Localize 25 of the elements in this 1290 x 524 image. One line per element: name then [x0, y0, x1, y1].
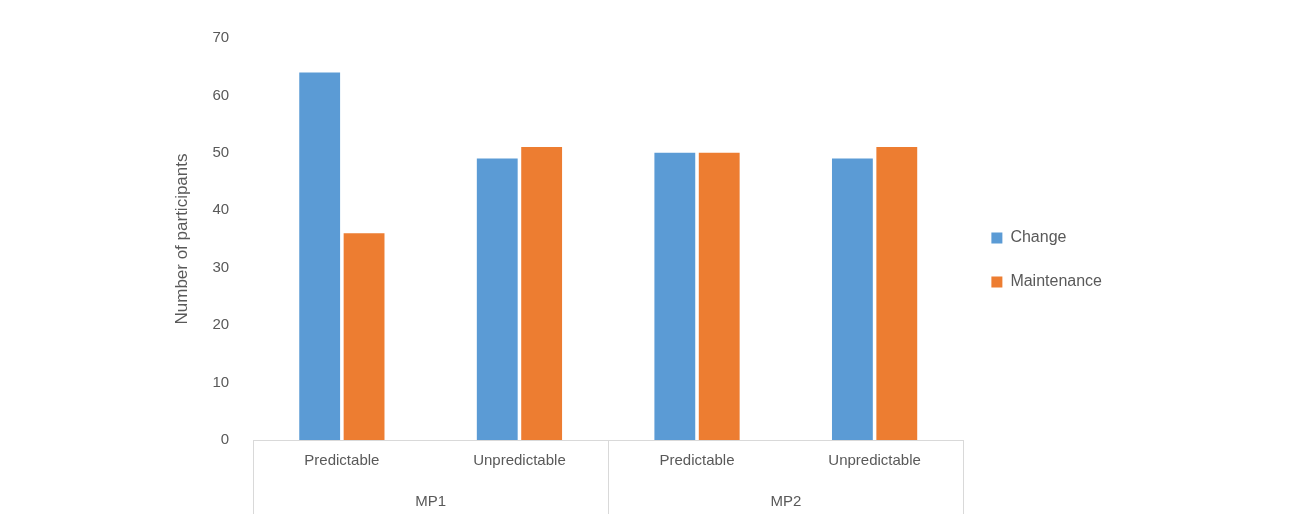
bar	[698, 152, 740, 440]
legend-label: Change	[1010, 228, 1067, 246]
y-tick-label: 0	[220, 430, 230, 448]
y-tick-label: 10	[212, 372, 230, 390]
y-tick-label: 70	[212, 28, 230, 46]
y-tick-label: 20	[212, 315, 230, 333]
x-tick-label: Predictable	[304, 451, 380, 469]
y-tick-label: 40	[212, 200, 230, 218]
bar	[831, 158, 873, 440]
bar	[876, 147, 918, 440]
bar	[521, 147, 563, 440]
y-tick-label: 60	[212, 85, 230, 103]
y-tick-label: 50	[212, 143, 230, 160]
x-tick-label: Unpredictable	[473, 451, 566, 469]
bar	[654, 152, 696, 440]
text: MP2	[770, 492, 802, 510]
bar	[299, 72, 341, 440]
bar	[476, 158, 518, 440]
x-tick-label: Unpredictable	[828, 451, 921, 469]
text: MP1	[415, 492, 447, 510]
y-axis-title: Number of participants	[171, 153, 191, 325]
bar	[343, 233, 385, 440]
x-tick-label: Predictable	[659, 451, 735, 469]
legend-label: Maintenance	[1010, 272, 1103, 290]
y-tick-label: 30	[212, 257, 230, 275]
